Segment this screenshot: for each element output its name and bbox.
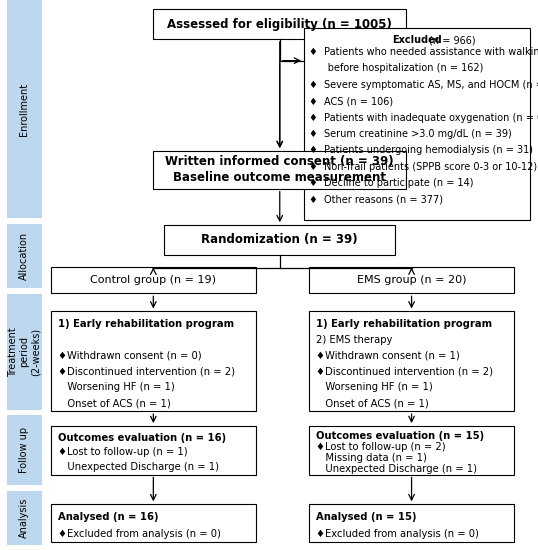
Text: Unexpected Discharge (n = 1): Unexpected Discharge (n = 1)	[316, 464, 477, 474]
Text: Analysed (n = 15): Analysed (n = 15)	[316, 512, 416, 522]
FancyBboxPatch shape	[51, 311, 256, 411]
Text: ♦Excluded from analysis (n = 0): ♦Excluded from analysis (n = 0)	[316, 529, 479, 538]
Text: ♦Lost to follow-up (n = 2): ♦Lost to follow-up (n = 2)	[316, 442, 445, 452]
Text: Onset of ACS (n = 1): Onset of ACS (n = 1)	[316, 398, 429, 408]
Text: Follow up: Follow up	[19, 427, 29, 474]
Text: 1) Early rehabilitation program: 1) Early rehabilitation program	[58, 318, 233, 329]
Text: ♦  Decline to participate (n = 14): ♦ Decline to participate (n = 14)	[309, 178, 474, 188]
Text: (n = 966): (n = 966)	[429, 35, 475, 45]
Text: Worsening HF (n = 1): Worsening HF (n = 1)	[58, 382, 174, 392]
Text: ♦  Other reasons (n = 377): ♦ Other reasons (n = 377)	[309, 195, 443, 205]
Text: ♦  ACS (n = 106): ♦ ACS (n = 106)	[309, 96, 393, 106]
FancyBboxPatch shape	[6, 415, 42, 485]
Text: ♦Withdrawn consent (n = 1): ♦Withdrawn consent (n = 1)	[316, 350, 459, 360]
FancyBboxPatch shape	[153, 9, 406, 39]
Text: Baseline outcome measurement: Baseline outcome measurement	[173, 172, 386, 184]
Text: ♦Discontinued intervention (n = 2): ♦Discontinued intervention (n = 2)	[316, 366, 493, 376]
FancyBboxPatch shape	[6, 224, 42, 289]
FancyBboxPatch shape	[153, 151, 406, 189]
FancyBboxPatch shape	[6, 0, 42, 218]
Text: ♦  Serum creatinine >3.0 mg/dL (n = 39): ♦ Serum creatinine >3.0 mg/dL (n = 39)	[309, 129, 512, 139]
Text: Enrollment: Enrollment	[19, 82, 29, 136]
Text: EMS group (n = 20): EMS group (n = 20)	[357, 276, 466, 285]
Text: Control group (n = 19): Control group (n = 19)	[90, 276, 216, 285]
Text: Outcomes evaluation (n = 15): Outcomes evaluation (n = 15)	[316, 431, 484, 441]
Text: ♦  Patients who needed assistance with walking 1 month: ♦ Patients who needed assistance with wa…	[309, 47, 538, 57]
Text: Unexpected Discharge (n = 1): Unexpected Discharge (n = 1)	[58, 462, 218, 472]
Text: Onset of ACS (n = 1): Onset of ACS (n = 1)	[58, 398, 171, 408]
Text: Missing data (n = 1): Missing data (n = 1)	[316, 453, 427, 463]
Text: Analysed (n = 16): Analysed (n = 16)	[58, 512, 158, 522]
Text: 1) Early rehabilitation program: 1) Early rehabilitation program	[316, 318, 492, 329]
FancyBboxPatch shape	[51, 504, 256, 542]
Text: Worsening HF (n = 1): Worsening HF (n = 1)	[316, 382, 433, 392]
Text: Treatment
period
(2-weeks): Treatment period (2-weeks)	[8, 327, 41, 377]
FancyBboxPatch shape	[309, 267, 514, 293]
Text: 2) EMS therapy: 2) EMS therapy	[316, 334, 392, 344]
Text: ♦Discontinued intervention (n = 2): ♦Discontinued intervention (n = 2)	[58, 366, 235, 376]
FancyBboxPatch shape	[6, 294, 42, 410]
Text: Outcomes evaluation (n = 16): Outcomes evaluation (n = 16)	[58, 433, 225, 443]
Text: ♦Withdrawn consent (n = 0): ♦Withdrawn consent (n = 0)	[58, 350, 201, 360]
FancyBboxPatch shape	[309, 311, 514, 411]
Text: Written informed consent (n = 39): Written informed consent (n = 39)	[166, 155, 394, 168]
FancyBboxPatch shape	[164, 225, 395, 255]
FancyBboxPatch shape	[309, 426, 514, 475]
FancyBboxPatch shape	[6, 491, 42, 544]
FancyBboxPatch shape	[309, 504, 514, 542]
Text: Allocation: Allocation	[19, 232, 29, 280]
FancyBboxPatch shape	[51, 426, 256, 475]
Text: ♦Excluded from analysis (n = 0): ♦Excluded from analysis (n = 0)	[58, 529, 221, 538]
Text: ♦  Patients undergoing hemodialysis (n = 31): ♦ Patients undergoing hemodialysis (n = …	[309, 145, 533, 155]
Text: Randomization (n = 39): Randomization (n = 39)	[201, 233, 358, 246]
Text: ♦  Severe symptomatic AS, MS, and HOCM (n = 121): ♦ Severe symptomatic AS, MS, and HOCM (n…	[309, 80, 538, 90]
Text: ♦  Non-frail patients (SPPB score 0-3 or 10-12) (n = 52): ♦ Non-frail patients (SPPB score 0-3 or …	[309, 162, 538, 172]
Text: ♦Lost to follow-up (n = 1): ♦Lost to follow-up (n = 1)	[58, 447, 187, 458]
Text: Analysis: Analysis	[19, 497, 29, 538]
Text: before hospitalization (n = 162): before hospitalization (n = 162)	[309, 63, 484, 73]
Text: Excluded: Excluded	[392, 35, 442, 45]
FancyBboxPatch shape	[51, 267, 256, 293]
Text: Assessed for eligibility (n = 1005): Assessed for eligibility (n = 1005)	[167, 18, 392, 31]
FancyBboxPatch shape	[304, 28, 530, 220]
Text: ♦  Patients with inadequate oxygenation (n = 64): ♦ Patients with inadequate oxygenation (…	[309, 113, 538, 123]
